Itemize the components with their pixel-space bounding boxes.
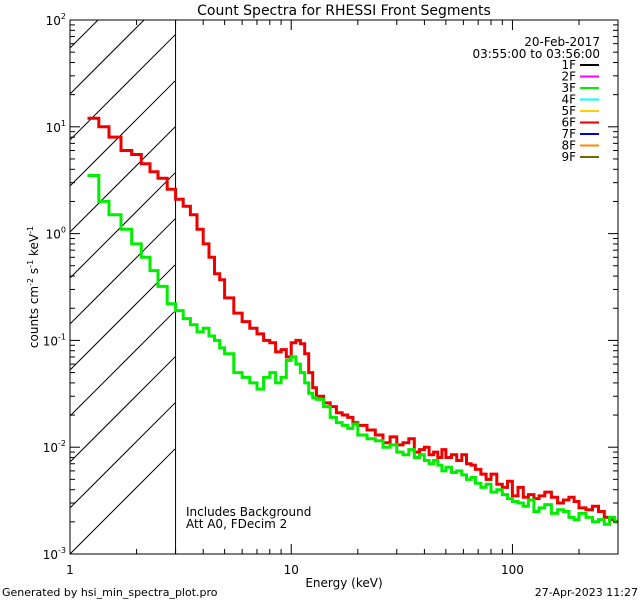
hatch-line xyxy=(70,20,145,95)
annotation-attenuator: Att A0, FDecim 2 xyxy=(186,517,287,531)
date-label: 20-Feb-2017 xyxy=(524,35,600,49)
legend-label-7F: 7F xyxy=(561,127,576,141)
hatch-line xyxy=(70,402,176,509)
hatch-line xyxy=(70,172,176,279)
hatch-line xyxy=(70,264,176,371)
x-axis-label: Energy (keV) xyxy=(305,576,382,590)
legend-label-1F: 1F xyxy=(561,58,576,72)
time-range-label: 03:55:00 to 03:56:00 xyxy=(473,47,600,61)
hatch-line xyxy=(70,20,99,49)
hatch-line xyxy=(70,356,176,463)
legend-label-2F: 2F xyxy=(561,70,576,84)
chart-title: Count Spectra for RHESSI Front Segments xyxy=(197,3,491,19)
y-tick-label: 10-3 xyxy=(43,546,66,562)
y-tick-label: 100 xyxy=(46,226,66,242)
x-tick-label: 1 xyxy=(66,563,74,577)
hatch-line xyxy=(70,34,176,141)
axes: 1 10 100 10-3 10-2 10-1 100 101 102 xyxy=(43,12,619,577)
legend-label-8F: 8F xyxy=(561,139,576,153)
series-line-6F xyxy=(87,116,618,524)
plot-frame xyxy=(69,19,619,555)
hatch-line xyxy=(70,310,176,417)
hatch-line xyxy=(70,448,176,554)
hatched-background-region xyxy=(70,0,177,554)
hatch-line xyxy=(70,126,176,233)
hatch-line xyxy=(70,0,176,2)
x-tick-label: 10 xyxy=(284,563,299,577)
y-axis-label: counts cm-2 s-1 keV-1 xyxy=(26,226,41,348)
y-tick-label: 10-1 xyxy=(43,332,66,348)
hatch-line xyxy=(70,80,176,187)
series-group xyxy=(87,116,618,526)
generated-by-footer: Generated by hsi_min_spectra_plot.pro xyxy=(2,586,218,599)
annotation-background: Includes Background xyxy=(186,505,311,519)
y-tick-label: 102 xyxy=(46,12,66,28)
legend-label-6F: 6F xyxy=(561,116,576,130)
legend-label-3F: 3F xyxy=(561,81,576,95)
legend-label-4F: 4F xyxy=(561,93,576,107)
hatch-line xyxy=(70,218,176,325)
y-tick-label: 10-2 xyxy=(43,439,66,455)
series-line-3F xyxy=(87,174,618,526)
x-tick-label: 100 xyxy=(501,563,524,577)
legend-label-9F: 9F xyxy=(561,150,576,164)
legend-label-5F: 5F xyxy=(561,104,576,118)
timestamp-footer: 27-Apr-2023 11:27 xyxy=(535,586,638,599)
y-tick-label: 101 xyxy=(46,119,66,135)
